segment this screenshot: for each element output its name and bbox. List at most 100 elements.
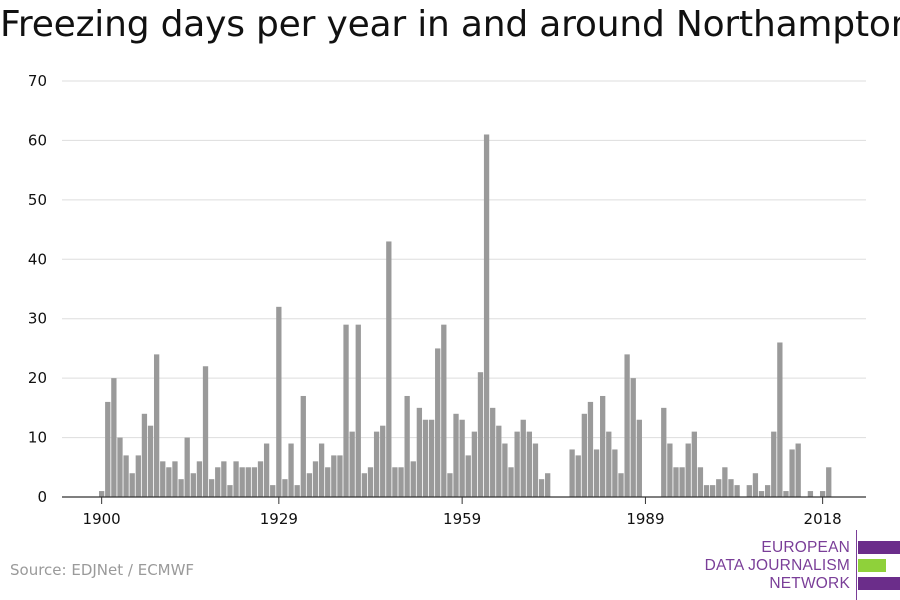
bar	[526, 431, 532, 497]
bar	[471, 431, 478, 497]
bar	[453, 413, 459, 497]
bar	[422, 419, 429, 497]
bar	[593, 449, 600, 497]
x-tick-label: 1959	[443, 510, 481, 528]
bar	[685, 443, 691, 497]
y-tick-label: 30	[28, 310, 47, 328]
bar	[496, 425, 502, 497]
bar	[166, 467, 172, 497]
bar	[624, 354, 630, 497]
bar	[587, 401, 594, 497]
bar	[728, 479, 734, 497]
bar	[245, 467, 251, 497]
y-tick-label: 70	[28, 72, 47, 90]
logo-text-line-3: NETWORK	[769, 575, 850, 592]
bar	[477, 372, 484, 497]
bar	[618, 473, 624, 497]
bar	[502, 443, 508, 497]
chart-title: Freezing days per year in and around Nor…	[0, 4, 900, 45]
logo-bar-purple-bottom	[858, 577, 900, 590]
bar	[361, 473, 368, 497]
y-tick-label: 10	[28, 429, 47, 447]
bar	[416, 407, 423, 497]
logo-bar-green	[858, 559, 886, 572]
bar	[545, 473, 551, 497]
bar	[612, 449, 618, 497]
bar	[428, 419, 435, 497]
bar	[703, 485, 710, 497]
edjnet-logo: EUROPEAN DATA JOURNALISM NETWORK	[700, 530, 900, 600]
bar	[661, 407, 667, 497]
bar	[679, 467, 685, 497]
logo-text-line-2: DATA JOURNALISM	[704, 557, 850, 574]
bar	[716, 479, 722, 497]
bar	[435, 348, 441, 497]
bar	[777, 342, 783, 497]
bar	[819, 491, 826, 497]
bar	[673, 467, 679, 497]
bar	[795, 443, 801, 497]
x-tick-label: 2018	[804, 510, 842, 528]
bar	[331, 455, 337, 497]
x-tick-label: 1929	[260, 510, 298, 528]
bar	[153, 354, 160, 497]
bar	[532, 443, 539, 497]
bar	[129, 473, 135, 497]
logo-text-line-1: EUROPEAN	[761, 539, 850, 556]
bar	[630, 378, 636, 497]
bar	[636, 419, 642, 497]
chart: 0 10 20 30 40 50 60 70 1900 1929 1959 1989 2018	[28, 72, 866, 528]
bar	[227, 485, 233, 497]
bar	[520, 419, 526, 497]
bar	[196, 461, 203, 497]
bar	[398, 467, 404, 497]
source-note: Source: EDJNet / ECMWF	[10, 561, 195, 579]
y-tick-label: 40	[28, 250, 47, 268]
bar	[257, 461, 264, 497]
bar	[404, 395, 410, 497]
bar	[233, 461, 239, 497]
bar	[697, 467, 704, 497]
bar	[783, 491, 789, 497]
bar	[318, 443, 325, 497]
bar	[447, 473, 453, 497]
bar	[172, 461, 178, 497]
bar	[160, 461, 166, 497]
bar	[239, 467, 245, 497]
logo-divider	[856, 530, 857, 600]
bar	[386, 241, 392, 497]
bar	[789, 449, 795, 497]
bar	[276, 306, 282, 497]
bar	[312, 461, 319, 497]
bar	[722, 467, 728, 497]
bar	[105, 401, 111, 497]
bar	[667, 443, 673, 497]
bar	[215, 467, 221, 497]
bar	[337, 455, 343, 497]
bar	[270, 485, 276, 497]
bar	[746, 485, 752, 497]
bar	[300, 395, 306, 497]
x-tick-label: 1900	[83, 510, 121, 528]
bar	[251, 467, 258, 497]
bar	[117, 437, 123, 497]
bar	[490, 407, 496, 497]
bar	[190, 473, 196, 497]
logo-bar-purple-top	[858, 541, 900, 554]
bar	[826, 467, 832, 497]
bar	[606, 431, 612, 497]
bar	[294, 485, 300, 497]
bar	[758, 491, 765, 497]
bar	[581, 413, 587, 497]
bar	[441, 324, 447, 497]
y-tick-label: 60	[28, 131, 47, 149]
bar	[508, 467, 514, 497]
bar	[691, 431, 697, 497]
bar	[111, 378, 117, 497]
bar	[178, 479, 184, 497]
bar	[771, 431, 777, 497]
bar	[569, 449, 575, 497]
bar	[202, 366, 209, 497]
bar	[282, 479, 288, 497]
bar	[538, 479, 545, 497]
